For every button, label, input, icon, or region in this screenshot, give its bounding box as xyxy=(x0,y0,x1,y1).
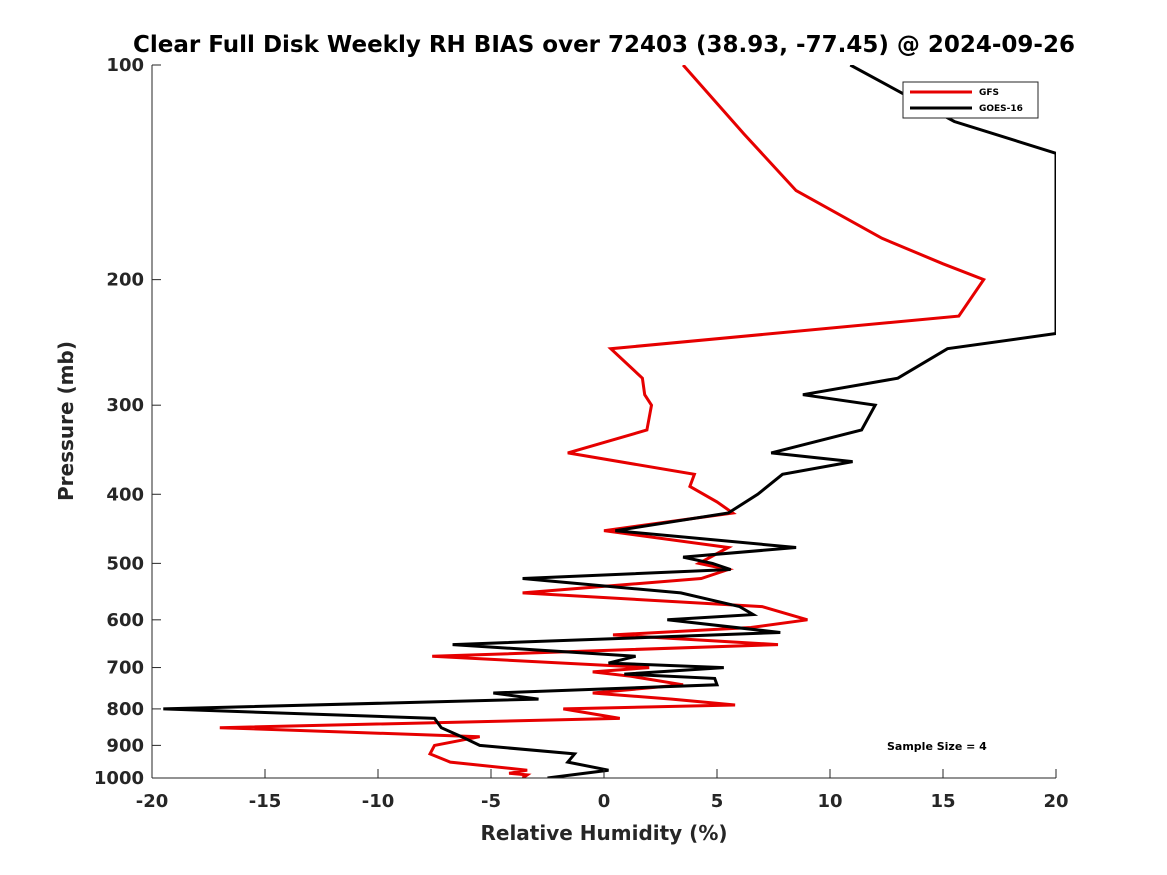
x-tick-label: 5 xyxy=(711,791,724,812)
x-tick-label: -20 xyxy=(136,791,169,812)
x-tick-label: 10 xyxy=(817,791,842,812)
x-tick-label: -10 xyxy=(362,791,395,812)
y-tick-label: 600 xyxy=(106,610,144,631)
x-tick-label: 0 xyxy=(598,791,611,812)
series-layer xyxy=(163,65,1056,778)
y-axis-label: Pressure (mb) xyxy=(54,341,78,501)
legend-label-gfs: GFS xyxy=(979,88,999,98)
legend-label-goes16: GOES-16 xyxy=(979,104,1023,114)
x-tick-label: 15 xyxy=(930,791,955,812)
legend: GFS GOES-16 xyxy=(902,81,1039,119)
chart-title: Clear Full Disk Weekly RH BIAS over 7240… xyxy=(133,32,1075,58)
x-tick-label: -5 xyxy=(481,791,501,812)
y-tick-label: 500 xyxy=(106,553,144,574)
x-tick-label: -15 xyxy=(249,791,282,812)
y-tick-label: 200 xyxy=(106,270,144,291)
x-tick-label: 20 xyxy=(1043,791,1068,812)
x-ticks: -20 -15 -10 -5 0 5 10 15 20 xyxy=(136,769,1069,812)
x-axis-label: Relative Humidity (%) xyxy=(480,821,727,845)
sample-size-annotation: Sample Size = 4 xyxy=(887,740,987,753)
y-tick-label: 700 xyxy=(106,658,144,679)
y-tick-label: 800 xyxy=(106,699,144,720)
series-line-gfs xyxy=(219,65,987,778)
legend-box xyxy=(902,81,1039,119)
y-tick-label: 900 xyxy=(106,735,144,756)
series-line-goes16 xyxy=(163,65,1056,778)
y-tick-label: 100 xyxy=(106,55,144,76)
y-tick-label: 1000 xyxy=(94,768,144,789)
y-tick-label: 300 xyxy=(106,395,144,416)
plot-area xyxy=(152,65,1056,778)
y-tick-label: 400 xyxy=(106,484,144,505)
y-ticks: 100 200 300 400 500 600 700 800 900 1000 xyxy=(94,55,161,789)
